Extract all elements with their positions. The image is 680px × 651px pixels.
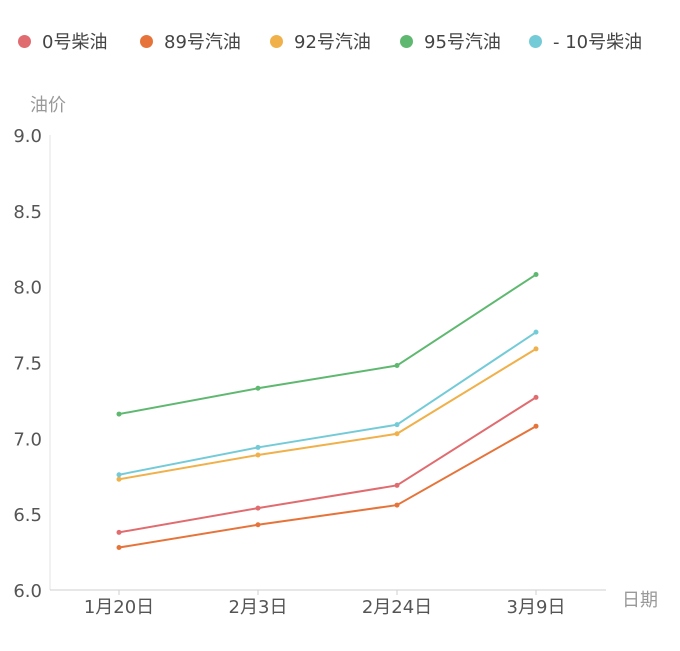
legend-item-1[interactable]: 89号汽油	[140, 26, 241, 56]
axes-group: 油价 日期	[30, 95, 658, 611]
series-line-1[interactable]	[118, 425, 537, 549]
legend-label-0: 0号柴油	[42, 32, 108, 53]
legend-label-4: - 10号柴油	[553, 32, 643, 53]
y-tick-label: 8.0	[13, 278, 42, 299]
data-point[interactable]	[533, 423, 539, 429]
data-point[interactable]	[255, 385, 261, 391]
legend-marker-3	[400, 34, 413, 48]
legend-item-3[interactable]: 95号汽油	[400, 26, 501, 56]
legend-item-2[interactable]: 92号汽油	[270, 26, 371, 56]
legend-marker-2	[270, 34, 283, 48]
y-tick-label: 9.0	[13, 126, 42, 147]
data-point[interactable]	[255, 452, 261, 458]
data-point[interactable]	[116, 529, 122, 535]
series-line-2[interactable]	[118, 347, 537, 481]
data-point[interactable]	[116, 545, 122, 551]
data-point[interactable]	[394, 482, 400, 488]
y-tick-label: 7.5	[13, 354, 42, 375]
x-axis-title: 日期	[622, 590, 658, 611]
legend-label-2: 92号汽油	[294, 32, 371, 53]
y-tick-label: 6.5	[13, 505, 42, 526]
ticks-group: 6.0 6.5 7.0 7.5 8.0 8.5 9.0 1月20日 2月3日 2月24日 3月9日	[13, 126, 565, 618]
data-point[interactable]	[533, 394, 539, 400]
data-point[interactable]	[394, 431, 400, 437]
series-group	[116, 272, 539, 551]
legend-label-3: 95号汽油	[424, 32, 501, 53]
series-line-3[interactable]	[118, 273, 537, 416]
data-point[interactable]	[255, 522, 261, 528]
data-point[interactable]	[394, 502, 400, 508]
legend-item-4[interactable]: - 10号柴油	[529, 26, 642, 56]
y-tick-label: 8.5	[13, 202, 42, 223]
y-tick-label: 7.0	[13, 429, 42, 450]
data-point[interactable]	[116, 472, 122, 478]
legend-marker-4	[529, 34, 542, 48]
x-tick-label: 1月20日	[84, 597, 154, 618]
series-line-0[interactable]	[118, 396, 537, 534]
data-point[interactable]	[394, 363, 400, 369]
data-point[interactable]	[116, 411, 122, 417]
data-point[interactable]	[533, 272, 539, 278]
x-tick-label: 2月24日	[362, 597, 432, 618]
legend-marker-1	[140, 34, 153, 48]
data-point[interactable]	[394, 422, 400, 428]
data-point[interactable]	[116, 476, 122, 482]
legend-label-1: 89号汽油	[164, 32, 241, 53]
legend-item-0[interactable]: 0号柴油	[18, 26, 107, 56]
data-point[interactable]	[255, 505, 261, 511]
legend: 0号柴油 89号汽油 92号汽油 95号汽油 - 10号柴油	[0, 26, 680, 56]
x-tick-label: 3月9日	[507, 597, 566, 618]
data-point[interactable]	[533, 346, 539, 352]
data-point[interactable]	[255, 444, 261, 450]
series-line-4[interactable]	[118, 331, 537, 476]
data-point[interactable]	[533, 329, 539, 335]
x-tick-label: 2月3日	[229, 597, 288, 618]
legend-marker-0	[18, 34, 31, 48]
y-tick-label: 6.0	[13, 581, 42, 602]
y-axis-title: 油价	[30, 95, 66, 116]
